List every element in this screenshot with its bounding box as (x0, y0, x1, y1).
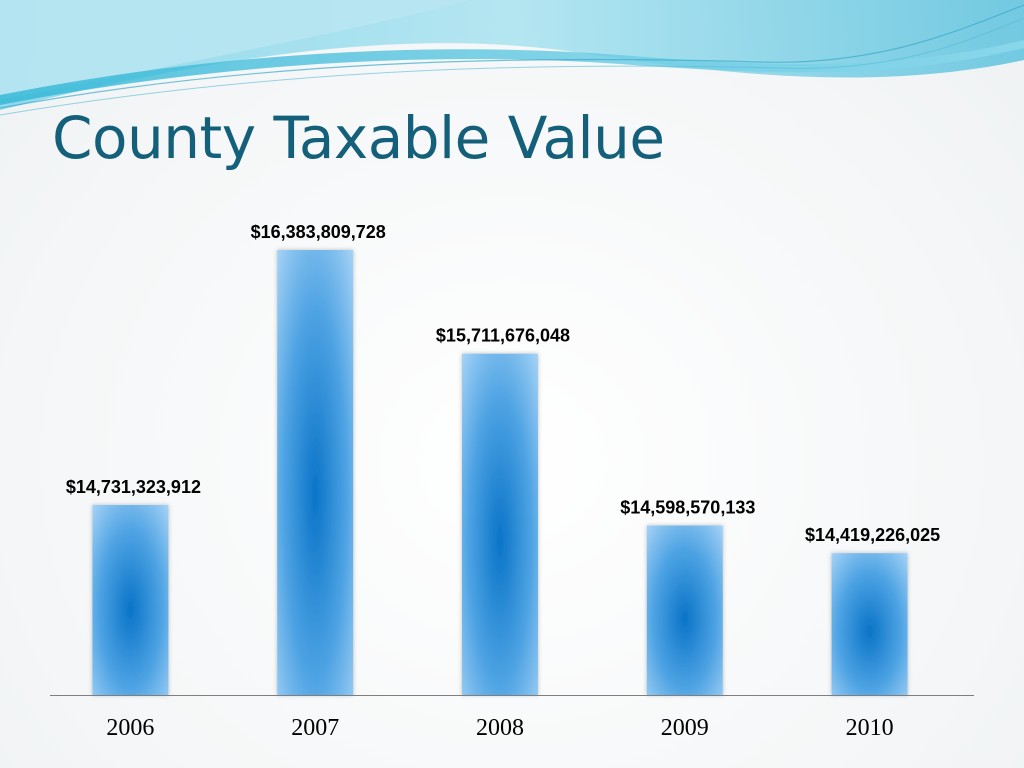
x-tick-label-2010: 2010 (846, 715, 894, 741)
data-label-2006: $14,731,323,912 (66, 477, 201, 497)
bar-2009 (646, 525, 723, 695)
x-tick-label-2008: 2008 (476, 715, 524, 741)
data-label-2010: $14,419,226,025 (805, 525, 940, 545)
value-labels-group: $14,731,323,912 $16,383,809,728 $15,711,67… (66, 222, 940, 545)
data-label-2007: $16,383,809,728 (251, 222, 386, 242)
slide-title: County Taxable Value (52, 104, 665, 172)
x-tick-label-2007: 2007 (291, 715, 339, 741)
x-tick-label-2009: 2009 (661, 715, 709, 741)
category-labels-group: 2006 2007 2008 2009 2010 (106, 715, 893, 741)
data-label-2008: $15,711,676,048 (436, 326, 570, 346)
x-tick-label-2006: 2006 (106, 715, 154, 741)
bar-2008 (462, 353, 538, 695)
bar-2007 (277, 250, 354, 695)
header-wave-decoration (0, 0, 1024, 116)
bars-group (92, 250, 908, 695)
bar-2006 (92, 504, 169, 695)
data-label-2009: $14,598,570,133 (620, 497, 755, 517)
bar-2010 (831, 553, 908, 695)
